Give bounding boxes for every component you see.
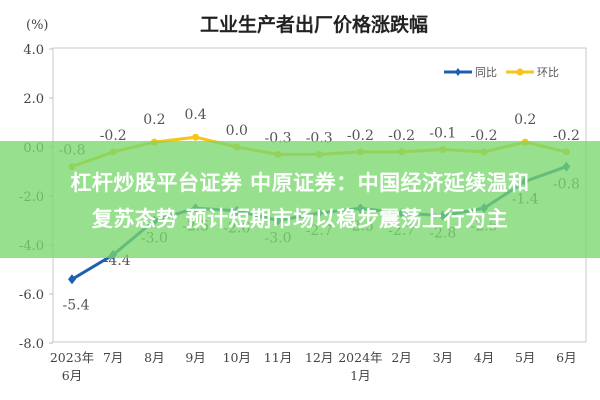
- x-tick-label: 6月: [556, 350, 576, 365]
- x-tick-label: 7月: [103, 350, 123, 365]
- yoy-data-label: -5.4: [63, 297, 90, 313]
- x-tick-label: 1月: [350, 368, 370, 383]
- y-tick-label: 4.0: [23, 43, 44, 58]
- legend-item-mom: 环比: [506, 66, 559, 79]
- mom-data-label: -0.2: [100, 128, 127, 144]
- mom-data-label: 0.2: [514, 112, 536, 128]
- mom-data-label: 0.4: [184, 107, 206, 123]
- x-tick-label: 2月: [391, 350, 411, 365]
- overlay-headline-line2: 复苏态势 预计短期市场以稳步震荡上行为主: [91, 207, 509, 231]
- mom-data-label: -0.2: [553, 128, 580, 144]
- circle-marker-icon: [516, 68, 524, 76]
- legend-label-mom: 环比: [537, 66, 559, 79]
- yoy-data-point: [68, 274, 76, 285]
- x-tick-label: 2023年: [50, 350, 94, 365]
- x-tick-label: 6月: [62, 368, 82, 383]
- x-tick-label: 3月: [433, 350, 453, 365]
- overlay-headline-line1: 杠杆炒股平台证券 中原证券：中国经济延续温和: [70, 171, 530, 195]
- x-tick-label: 4月: [474, 350, 494, 365]
- y-tick-label: 2.0: [23, 92, 44, 107]
- x-axis: 2023年 6月 7月 8月 9月 10月 11月 12月 2024年 1月 2月 3月 4月 5月 6月: [50, 350, 577, 383]
- x-tick-label: 10月: [223, 350, 251, 365]
- x-tick-label: 8月: [144, 350, 164, 365]
- x-tick-label: 2024年: [338, 350, 382, 365]
- x-tick-label: 5月: [515, 350, 535, 365]
- legend: 同比 环比: [444, 66, 559, 79]
- x-tick-label: 9月: [185, 350, 205, 365]
- y-axis-unit: (%): [26, 18, 49, 33]
- mom-data-point: [192, 133, 200, 141]
- y-tick-label: -8.0: [19, 337, 44, 352]
- legend-item-yoy: 同比: [444, 66, 497, 79]
- mom-data-label: 0.2: [143, 112, 165, 128]
- diamond-marker-icon: [455, 68, 461, 76]
- x-tick-label: 11月: [264, 350, 292, 365]
- chart-title: 工业生产者出厂价格涨跌幅: [200, 13, 428, 36]
- mom-data-label: -0.2: [347, 128, 374, 144]
- promo-overlay-banner: 杠杆炒股平台证券 中原证券：中国经济延续温和 复苏态势 预计短期市场以稳步震荡上…: [0, 141, 600, 258]
- mom-data-label: -0.1: [429, 125, 456, 141]
- mom-data-label: -0.2: [388, 128, 415, 144]
- mom-data-label: 0.0: [226, 123, 248, 139]
- x-tick-label: 12月: [305, 350, 333, 365]
- legend-label-yoy: 同比: [475, 66, 497, 79]
- mom-data-label: -0.2: [471, 128, 498, 144]
- y-tick-label: -6.0: [19, 288, 44, 303]
